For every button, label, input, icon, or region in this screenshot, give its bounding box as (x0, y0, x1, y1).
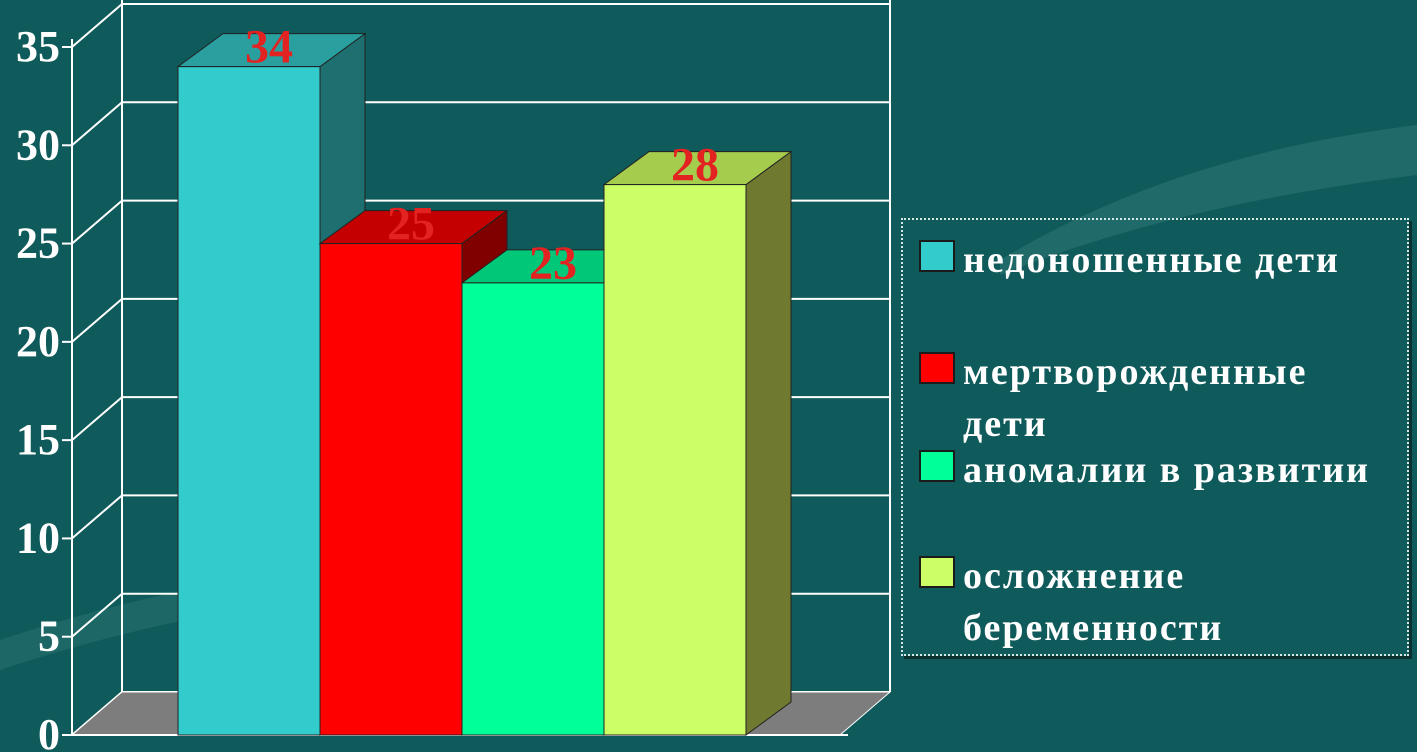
data-label-2: 25 (387, 198, 435, 251)
legend-item-premature: недоношенные дети (919, 234, 1403, 286)
gridline-side (71, 494, 123, 540)
y-tick-label: 15 (16, 415, 60, 464)
data-labels: 34 25 23 28 (245, 21, 719, 290)
y-tick-label: 0 (38, 710, 60, 752)
legend-label-complications: осложнение беременности (963, 555, 1224, 649)
data-label-4: 28 (671, 139, 719, 192)
legend-item-stillborn: мертворожденные дети (919, 346, 1403, 450)
data-label-3: 23 (529, 237, 577, 290)
legend-label-anomalies: аномалии в развитии (963, 449, 1371, 491)
legend-label-premature: недоношенные дети (963, 239, 1340, 281)
bar-front (177, 66, 321, 736)
legend-label-stillborn: мертворожденные дети (963, 351, 1308, 445)
background-streak (1000, 125, 1417, 275)
gridline-side (71, 396, 123, 441)
legend-swatch-complications (919, 556, 955, 588)
y-tick-label: 20 (16, 317, 60, 366)
legend-item-anomalies: аномалии в развитии (919, 444, 1403, 496)
bars (176, 32, 793, 736)
gridline-side (71, 101, 123, 147)
y-tick-label: 5 (38, 612, 60, 661)
y-tick-label: 10 (16, 513, 60, 562)
gridline-side (71, 3, 123, 48)
bar-side (745, 150, 792, 736)
y-tick-label: 25 (16, 219, 60, 268)
legend-item-complications: осложнение беременности (919, 550, 1403, 654)
legend-swatch-premature (919, 240, 955, 272)
legend: недоношенные дети мертворожденные дети а… (901, 218, 1409, 656)
data-label-1: 34 (245, 21, 293, 74)
y-tick-label: 30 (16, 120, 60, 169)
y-axis: 0 5 10 15 20 25 30 35 (16, 22, 73, 752)
bar-front (603, 184, 747, 736)
gridline-side (71, 298, 123, 343)
gridline-side (71, 199, 123, 245)
legend-swatch-stillborn (919, 352, 955, 384)
bar-4 (602, 150, 793, 736)
legend-swatch-anomalies (919, 450, 955, 482)
bar-front (319, 243, 463, 736)
gridline-side (71, 592, 123, 638)
y-tick-label: 35 (16, 22, 60, 71)
bar-front (461, 282, 605, 736)
